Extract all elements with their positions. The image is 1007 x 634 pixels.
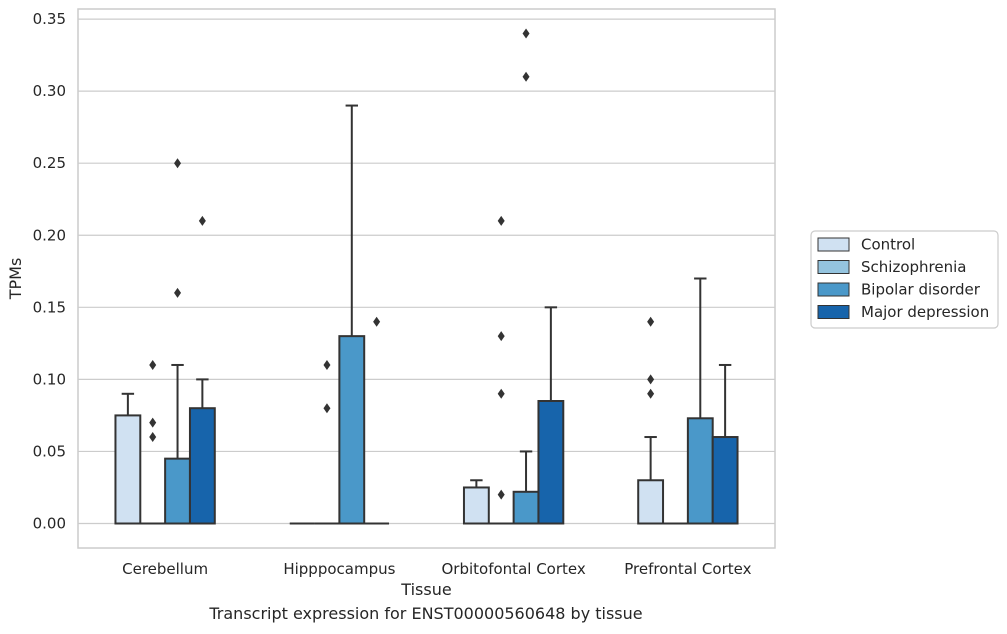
x-tick-label: Cerebellum: [122, 560, 208, 578]
outlier-point: [647, 316, 655, 327]
legend-label: Major depression: [861, 303, 989, 321]
box-body: [338, 335, 366, 525]
y-tick-label: 0.00: [33, 515, 66, 533]
outlier-point: [198, 215, 206, 226]
x-tick-label: Prefrontal Cortex: [624, 560, 751, 578]
box-3-0: [188, 215, 216, 525]
box-body: [462, 486, 490, 525]
box-0-3: [637, 316, 665, 525]
legend-swatch: [817, 237, 850, 252]
box-body: [537, 400, 565, 525]
box-0-2: [462, 479, 490, 525]
box-body: [164, 457, 191, 525]
y-tick-label: 0.30: [33, 82, 66, 100]
outlier-point: [149, 359, 157, 370]
legend: Control Schizophrenia Bipolar disorder Majo…: [810, 230, 999, 329]
legend-label: Control: [861, 236, 915, 254]
outlier-point: [522, 28, 530, 39]
y-tick-label: 0.20: [33, 226, 66, 244]
outlier-point: [647, 374, 655, 385]
legend-swatch: [817, 305, 850, 319]
legend-label: Bipolar disorder: [861, 281, 981, 299]
box-body: [188, 407, 216, 525]
box-body: [114, 414, 142, 525]
box-body: [512, 490, 540, 525]
x-tick-label: Orbitofontal Cortex: [442, 560, 586, 578]
y-tick-label: 0.15: [33, 298, 66, 316]
box-2-0: [164, 158, 191, 525]
outlier-point: [373, 316, 381, 327]
y-tick-label: 0.10: [33, 370, 66, 388]
legend-frame: [810, 230, 999, 329]
box-1-0: [140, 359, 166, 525]
plot-frame: [77, 8, 776, 549]
legend-label: Schizophrenia: [861, 258, 966, 276]
x-tick-label: Hipppocampus: [283, 560, 395, 578]
box-plot-chart: 0.00 0.05 0.10 0.15 0.20 0.25 0.30 0.35 Cerebell…: [6, 8, 999, 599]
box-1-1: [314, 359, 340, 525]
y-tick-label: 0.25: [33, 154, 66, 172]
y-tick-label: 0.05: [33, 442, 66, 460]
chart-caption: Transcript expression for ENST0000056064…: [209, 604, 643, 623]
legend-swatch: [817, 260, 850, 274]
box-2-1: [338, 104, 366, 525]
box-body: [686, 417, 714, 525]
box-0-0: [114, 392, 142, 525]
outlier-point: [497, 489, 505, 500]
box-3-1: [364, 316, 390, 525]
x-axis-label: Tissue: [400, 580, 451, 599]
outlier-point: [497, 388, 505, 399]
y-tick-label: 0.35: [33, 10, 66, 28]
box-body: [637, 479, 665, 525]
outlier-point: [174, 158, 182, 169]
outlier-point: [647, 388, 655, 399]
legend-swatch: [817, 282, 850, 297]
outlier-point: [522, 71, 530, 82]
box-1-2: [488, 215, 514, 525]
outlier-point: [497, 215, 505, 226]
outlier-point: [323, 359, 331, 370]
outlier-point: [497, 331, 505, 342]
y-axis-label: TPMs: [6, 258, 25, 301]
outlier-point: [323, 403, 331, 414]
box-3-3: [711, 363, 739, 525]
box-body: [711, 436, 739, 525]
outlier-point: [149, 432, 157, 443]
outlier-point: [149, 417, 157, 428]
outlier-point: [174, 287, 182, 298]
box-3-2: [537, 306, 565, 525]
